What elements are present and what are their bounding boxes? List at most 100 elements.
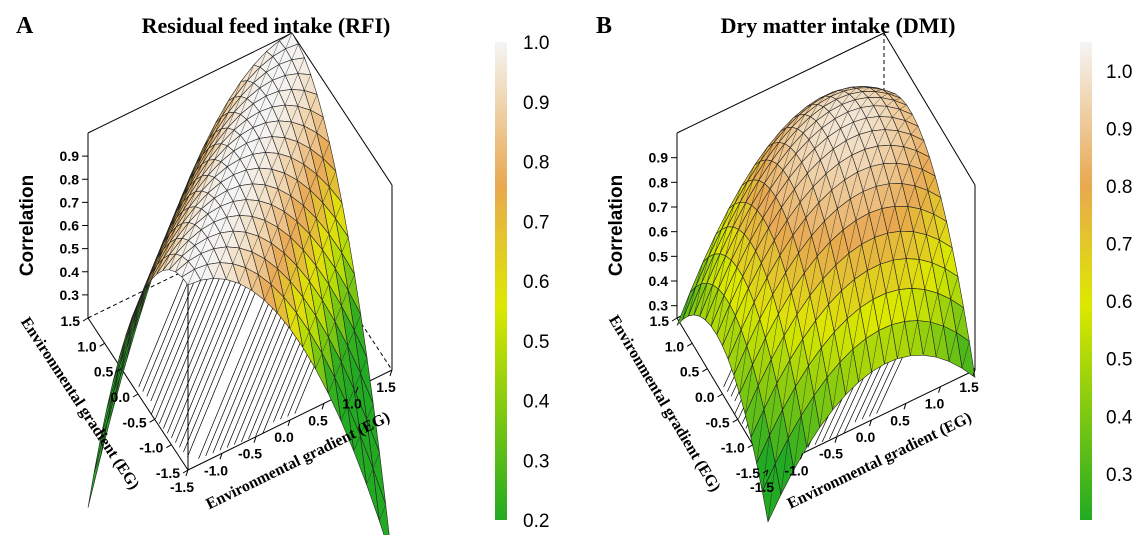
surface-diagonal bbox=[695, 262, 704, 288]
surface-diagonal bbox=[834, 104, 843, 119]
surface-diagonal bbox=[896, 146, 904, 164]
surface-diagonal bbox=[897, 321, 905, 359]
surface-diagonal bbox=[272, 40, 280, 57]
surface-diagonal bbox=[366, 403, 374, 420]
surface-diagonal bbox=[829, 208, 838, 242]
contour-line bbox=[150, 266, 207, 402]
y-tick-mark bbox=[717, 393, 723, 398]
surface-diagonal bbox=[824, 190, 832, 222]
surface-diagonal bbox=[805, 186, 814, 218]
surface-diagonal bbox=[278, 48, 286, 65]
colorbar-tick-label: 0.3 bbox=[1106, 465, 1132, 486]
surface-diagonal bbox=[830, 90, 839, 97]
surface-diagonal bbox=[765, 143, 774, 160]
surface-diagonal bbox=[888, 163, 897, 184]
surface-diagonal bbox=[194, 253, 202, 270]
surface-diagonal bbox=[852, 307, 861, 350]
surface-diagonal bbox=[723, 260, 732, 296]
surface-diagonal bbox=[347, 330, 355, 347]
surface-diagonal bbox=[246, 103, 254, 120]
surface-diagonal bbox=[188, 191, 196, 208]
surface-diagonal bbox=[182, 207, 190, 224]
y-tick-label: -1.5 bbox=[736, 465, 760, 481]
surface-diagonal bbox=[322, 234, 330, 250]
surface-diagonal bbox=[227, 150, 234, 167]
surface-diagonal bbox=[297, 164, 304, 181]
surface-diagonal bbox=[726, 204, 735, 228]
surface-diagonal bbox=[347, 389, 355, 406]
surface-mesh bbox=[676, 85, 976, 523]
y-tick-label: -0.5 bbox=[706, 414, 730, 430]
surface-diagonal bbox=[302, 331, 310, 348]
surface-diagonal bbox=[701, 256, 709, 284]
y-tick-label: -0.5 bbox=[123, 414, 147, 430]
surface-diagonal bbox=[791, 114, 800, 128]
surface-diagonal bbox=[316, 202, 323, 219]
x-tick-label: -1.5 bbox=[170, 479, 194, 495]
surface-diagonal bbox=[284, 121, 292, 138]
surface-diagonal bbox=[907, 185, 916, 207]
surface-diagonal bbox=[890, 130, 899, 146]
surface-diagonal bbox=[800, 366, 809, 416]
surface-diagonal bbox=[220, 145, 228, 162]
surface-plot-a: 0.3 0.4 0.5 0.6 0.7 0.8 0.9 Correlation 1.5 1.0 0.… bbox=[17, 32, 396, 535]
surface-diagonal bbox=[94, 455, 101, 472]
surface-diagonal bbox=[881, 183, 890, 209]
surface-diagonal bbox=[727, 315, 736, 360]
surface-diagonal bbox=[240, 80, 248, 97]
surface-diagonal bbox=[798, 217, 807, 254]
x-tick-label: -1.0 bbox=[204, 462, 228, 478]
surface-diagonal bbox=[827, 118, 835, 138]
surface-diagonal bbox=[277, 252, 285, 269]
surface-diagonal bbox=[794, 162, 802, 190]
surface-diagonal bbox=[285, 32, 293, 49]
surface-diagonal bbox=[751, 180, 759, 206]
colorbar-tick-label: 0.5 bbox=[523, 332, 549, 353]
surface-diagonal bbox=[175, 256, 183, 272]
surface-diagonal bbox=[789, 314, 798, 361]
surface-diagonal bbox=[379, 504, 386, 521]
surface-diagonal bbox=[195, 175, 203, 192]
surface-diagonal bbox=[732, 202, 741, 227]
surface-diagonal bbox=[790, 128, 798, 148]
surface-diagonal bbox=[201, 160, 209, 176]
x-tick-mark bbox=[765, 469, 769, 477]
surface-diagonal bbox=[712, 253, 721, 285]
surface-diagonal bbox=[745, 364, 753, 415]
x-tick-label: -1.5 bbox=[750, 479, 774, 495]
surface-diagonal bbox=[807, 148, 815, 174]
surface-diagonal bbox=[828, 265, 837, 305]
surface-diagonal bbox=[200, 237, 208, 254]
x-tick-mark bbox=[219, 453, 223, 460]
surface-diagonal bbox=[810, 104, 818, 117]
surface-diagonal bbox=[879, 106, 887, 117]
surface-diagonal bbox=[360, 357, 368, 374]
y-tick-mark bbox=[149, 418, 155, 423]
surface-diagonal bbox=[202, 138, 210, 155]
x-axis-ticks: -1.5 -1.0 -0.5 0.0 0.5 1.0 1.5 bbox=[170, 369, 396, 495]
surface-diagonal bbox=[303, 234, 310, 251]
surface-diagonal bbox=[848, 220, 857, 254]
surface-diagonal bbox=[335, 252, 342, 269]
surface-diagonal bbox=[822, 241, 831, 280]
y-tick-label: 1.0 bbox=[77, 338, 97, 354]
surface-diagonal bbox=[816, 106, 824, 122]
surface-diagonal bbox=[245, 251, 253, 268]
x-tick-mark bbox=[389, 369, 393, 377]
surface-diagonal bbox=[863, 166, 871, 192]
surface-diagonal bbox=[238, 267, 246, 284]
surface-diagonal bbox=[201, 213, 208, 230]
panel-b: B Dry matter intake (DMI) 0.30.40.50.60.… bbox=[596, 13, 1133, 523]
surface-diagonal bbox=[285, 59, 292, 76]
surface-diagonal bbox=[278, 75, 286, 92]
surface-diagonal bbox=[310, 132, 317, 149]
surface-diagonal bbox=[213, 206, 221, 223]
surface-diagonal bbox=[788, 153, 797, 179]
surface-diagonal bbox=[884, 324, 892, 365]
surface-diagonal bbox=[820, 137, 828, 161]
surface-diagonal bbox=[841, 94, 850, 105]
y-tick-mark bbox=[182, 469, 189, 474]
surface-diagonal bbox=[739, 345, 748, 394]
surface-diagonal bbox=[252, 111, 260, 128]
surface-diagonal bbox=[340, 404, 348, 421]
